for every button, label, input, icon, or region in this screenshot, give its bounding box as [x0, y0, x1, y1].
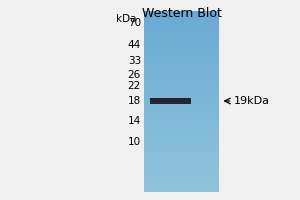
- Text: 26: 26: [128, 70, 141, 80]
- Bar: [150, 98, 190, 104]
- Text: Western Blot: Western Blot: [142, 7, 221, 20]
- Text: kDa: kDa: [116, 14, 136, 24]
- Text: 44: 44: [128, 40, 141, 50]
- Text: 22: 22: [128, 81, 141, 91]
- Text: 10: 10: [128, 137, 141, 147]
- Text: 14: 14: [128, 116, 141, 126]
- Text: 19kDa: 19kDa: [234, 96, 270, 106]
- Text: 33: 33: [128, 56, 141, 66]
- Text: 70: 70: [128, 18, 141, 28]
- Text: 18: 18: [128, 96, 141, 106]
